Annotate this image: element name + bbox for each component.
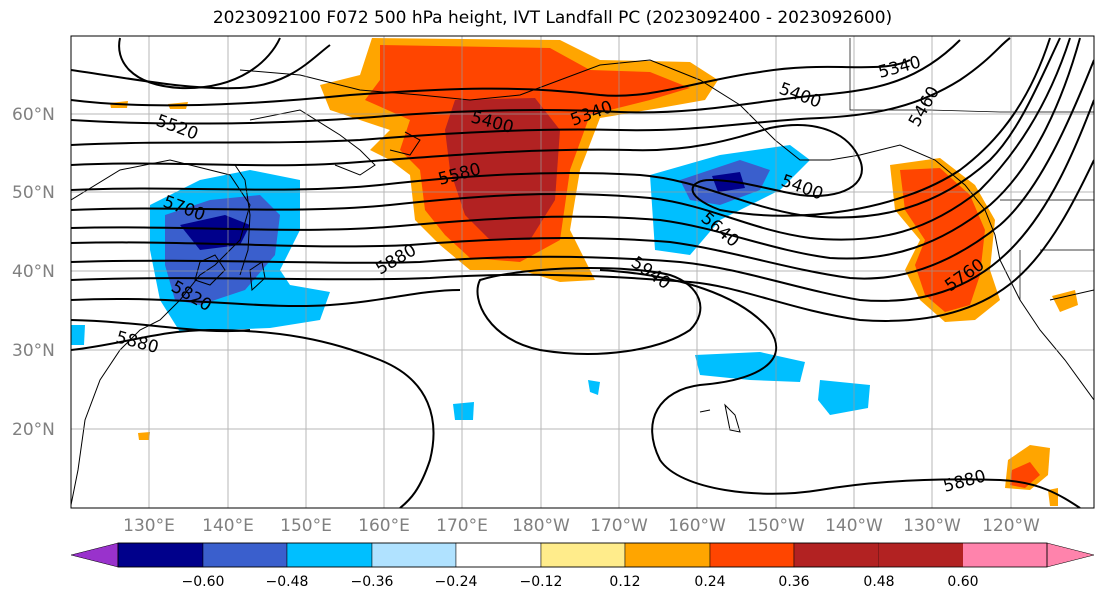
latitude-labels: 60°N 50°N 40°N 30°N 20°N (12, 105, 55, 440)
colorbar-bin (879, 543, 963, 567)
gridlines (71, 36, 1094, 508)
colorbar-bin (540, 542, 626, 568)
lon-label: 170°E (436, 516, 488, 536)
colorbar-tick: 0.24 (694, 574, 725, 590)
lon-label: 130°E (123, 516, 175, 536)
colorbar-tick: −0.36 (351, 574, 394, 590)
colorbar-tick: −0.48 (266, 574, 309, 590)
colorbar-bin (963, 543, 1047, 567)
lon-label: 150°E (280, 516, 332, 536)
colorbar-bin (709, 542, 795, 568)
lon-label: 140°E (202, 516, 254, 536)
colorbar-tick: 0.48 (863, 574, 894, 590)
lat-label-30n: 30°N (12, 341, 55, 361)
colorbar-bin (624, 542, 711, 568)
colorbar-tick: 0.60 (947, 574, 978, 590)
map-panel: 5340 5400 5340 5400 5460 5520 5580 5700 … (71, 36, 1094, 508)
lon-label: 140°W (825, 516, 883, 536)
map-frame (70, 35, 1095, 509)
colorbar-bin (286, 542, 373, 568)
lat-label-40n: 40°N (12, 262, 55, 282)
lon-label: 170°W (590, 516, 648, 536)
colorbar-bin (202, 542, 288, 568)
lon-label: 130°W (903, 516, 961, 536)
map-title: 2023092100 F072 500 hPa height, IVT Land… (212, 8, 893, 28)
lon-label: 160°W (668, 516, 726, 536)
colorbar-bin (117, 542, 204, 568)
longitude-labels: 130°E 140°E 150°E 160°E 170°E 180°W 170°… (123, 516, 1040, 536)
colorbar-bin (455, 542, 542, 568)
colorbar-right-extension (1046, 542, 1095, 568)
lon-label: 160°E (358, 516, 410, 536)
lon-label: 120°W (982, 516, 1040, 536)
lon-label: 180°W (512, 516, 570, 536)
height-contours (71, 37, 1094, 508)
lat-label-20n: 20°N (12, 420, 55, 440)
colorbar: −0.60 −0.48 −0.36 −0.24 −0.12 0.12 0.24 … (70, 542, 1095, 590)
colorbar-bin (371, 542, 457, 568)
colorbar-tick: −0.24 (435, 574, 478, 590)
colorbar-left-extension (70, 542, 119, 568)
lon-label: 150°W (747, 516, 805, 536)
coastlines (71, 59, 1094, 506)
lat-label-60n: 60°N (12, 105, 55, 125)
colorbar-tick: 0.12 (609, 574, 640, 590)
colorbar-tick: −0.60 (182, 574, 225, 590)
colorbar-tick: 0.36 (778, 574, 809, 590)
colorbar-frame (117, 542, 1048, 568)
lat-label-50n: 50°N (12, 183, 55, 203)
colorbar-bin (793, 542, 880, 568)
colorbar-tick: −0.12 (520, 574, 563, 590)
